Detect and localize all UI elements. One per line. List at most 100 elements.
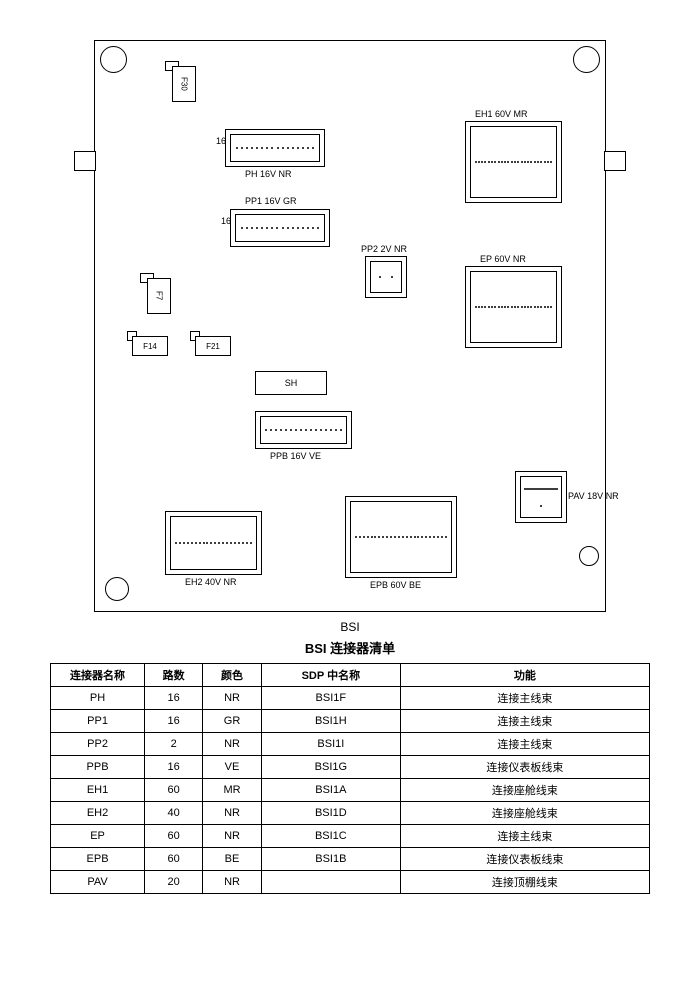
table-cell: MR — [203, 779, 262, 802]
table-row: PAV20NR 连接顶棚线束 — [51, 871, 650, 894]
table-cell: GR — [203, 710, 262, 733]
connector-pav — [515, 471, 567, 523]
label-ep: EP 60V NR — [480, 254, 526, 264]
table-cell: BSI1D — [261, 802, 400, 825]
table-body: PH16NRBSI1F连接主线束PP116GRBSI1H连接主线束PP22NRB… — [51, 687, 650, 894]
bolt-bottom-left — [105, 577, 129, 601]
table-cell: PH — [51, 687, 145, 710]
table-cell: PP2 — [51, 733, 145, 756]
bolt-bottom-right — [579, 546, 599, 566]
label-eh1: EH1 60V MR — [475, 109, 528, 119]
mount-lug-right — [604, 151, 626, 171]
table-cell: 连接主线束 — [400, 825, 649, 848]
table-cell: 2 — [145, 733, 203, 756]
table-cell: BSI1F — [261, 687, 400, 710]
fuse-bank-col1: F8F9F10F11F12F13F14 — [127, 331, 137, 341]
table-cell: 40 — [145, 802, 203, 825]
connector-ep — [465, 266, 562, 348]
connector-ppb — [255, 411, 352, 449]
connector-table: 连接器名称路数颜色SDP 中名称功能 PH16NRBSI1F连接主线束PP116… — [50, 663, 650, 894]
connector-eh1 — [465, 121, 562, 203]
fuse-f14: F14 — [132, 336, 168, 356]
table-cell: 连接座舱线束 — [400, 802, 649, 825]
label-pp1: PP1 16V GR — [245, 196, 297, 206]
table-row: EPB60BEBSI1B连接仪表板线束 — [51, 848, 650, 871]
connector-ph: 16 — [225, 129, 325, 167]
table-header: 功能 — [400, 664, 649, 687]
table-cell: PPB — [51, 756, 145, 779]
table-cell: 16 — [145, 687, 203, 710]
label-ppb: PPB 16V VE — [270, 451, 321, 461]
table-row: PP22NRBSI1I连接主线束 — [51, 733, 650, 756]
table-cell: 连接主线束 — [400, 733, 649, 756]
fuse-bank-col2: F15F16F17F18F19F20F21 — [190, 331, 200, 341]
table-header-row: 连接器名称路数颜色SDP 中名称功能 — [51, 664, 650, 687]
connector-pp1: 16 — [230, 209, 330, 247]
fuse-bank-mid: F1F2F3F4F5F6F7 — [140, 273, 154, 283]
table-cell: 连接主线束 — [400, 687, 649, 710]
table-row: EH240NRBSI1D连接座舱线束 — [51, 802, 650, 825]
table-cell: VE — [203, 756, 262, 779]
table-cell: 连接仪表板线束 — [400, 848, 649, 871]
bsi-diagram: F22F23F24F25F26F27F28F29F30 16 PH 16V NR… — [94, 40, 606, 612]
table-cell: EH2 — [51, 802, 145, 825]
table-header: SDP 中名称 — [261, 664, 400, 687]
label-sh: SH — [285, 378, 298, 388]
bolt-top-left — [100, 46, 127, 73]
table-row: PP116GRBSI1H连接主线束 — [51, 710, 650, 733]
table-cell: 连接主线束 — [400, 710, 649, 733]
table-title: BSI 连接器清单 — [10, 638, 690, 657]
table-cell: PP1 — [51, 710, 145, 733]
block-sh: SH — [255, 371, 327, 395]
table-cell: BSI1H — [261, 710, 400, 733]
table-cell: 60 — [145, 779, 203, 802]
fuse-bank-top: F22F23F24F25F26F27F28F29F30 — [165, 61, 179, 71]
table-cell: 连接仪表板线束 — [400, 756, 649, 779]
table-cell: 连接顶棚线束 — [400, 871, 649, 894]
table-header: 连接器名称 — [51, 664, 145, 687]
diagram-caption: BSI — [10, 620, 690, 634]
table-cell: EPB — [51, 848, 145, 871]
table-cell: PAV — [51, 871, 145, 894]
table-cell: 60 — [145, 848, 203, 871]
table-row: EP60NRBSI1C连接主线束 — [51, 825, 650, 848]
label-ph: PH 16V NR — [245, 169, 292, 179]
table-cell: EP — [51, 825, 145, 848]
table-row: EH160MRBSI1A连接座舱线束 — [51, 779, 650, 802]
label-eh2: EH2 40V NR — [185, 577, 237, 587]
fuse-f21: F21 — [195, 336, 231, 356]
table-cell: BSI1B — [261, 848, 400, 871]
connector-eh2 — [165, 511, 262, 575]
table-header: 路数 — [145, 664, 203, 687]
table-cell: 16 — [145, 710, 203, 733]
table-cell: 60 — [145, 825, 203, 848]
connector-pp2 — [365, 256, 407, 298]
table-cell: BSI1G — [261, 756, 400, 779]
label-epb: EPB 60V BE — [370, 580, 421, 590]
pin-label: 16 — [216, 136, 226, 146]
table-cell: 20 — [145, 871, 203, 894]
connector-epb — [345, 496, 457, 578]
fuse-f30: F30 — [172, 66, 196, 102]
mount-lug-left — [74, 151, 96, 171]
table-cell: NR — [203, 687, 262, 710]
table-cell: BE — [203, 848, 262, 871]
bolt-top-right — [573, 46, 600, 73]
table-cell: NR — [203, 825, 262, 848]
table-cell: BSI1A — [261, 779, 400, 802]
table-cell: 连接座舱线束 — [400, 779, 649, 802]
table-row: PH16NRBSI1F连接主线束 — [51, 687, 650, 710]
table-cell: EH1 — [51, 779, 145, 802]
table-cell: NR — [203, 802, 262, 825]
pin-label: 16 — [221, 216, 231, 226]
table-cell: BSI1C — [261, 825, 400, 848]
fuse-f7: F7 — [147, 278, 171, 314]
table-row: PPB16VEBSI1G连接仪表板线束 — [51, 756, 650, 779]
label-pav: PAV 18V NR — [568, 491, 619, 501]
table-cell: NR — [203, 871, 262, 894]
label-pp2: PP2 2V NR — [361, 244, 407, 254]
table-header: 颜色 — [203, 664, 262, 687]
table-cell: 16 — [145, 756, 203, 779]
table-cell: NR — [203, 733, 262, 756]
table-cell — [261, 871, 400, 894]
